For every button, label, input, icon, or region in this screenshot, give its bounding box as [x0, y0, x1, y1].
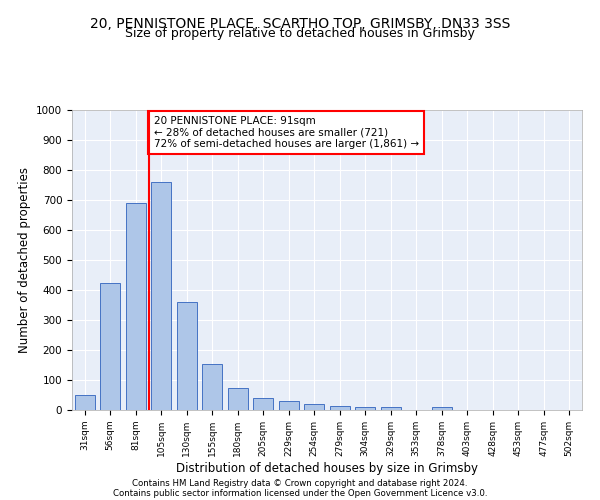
- Text: Contains public sector information licensed under the Open Government Licence v3: Contains public sector information licen…: [113, 488, 487, 498]
- Bar: [355, 407, 376, 410]
- Text: Size of property relative to detached houses in Grimsby: Size of property relative to detached ho…: [125, 28, 475, 40]
- Text: Contains HM Land Registry data © Crown copyright and database right 2024.: Contains HM Land Registry data © Crown c…: [132, 478, 468, 488]
- Bar: [253, 398, 274, 410]
- Bar: [125, 203, 146, 410]
- Text: 20 PENNISTONE PLACE: 91sqm
← 28% of detached houses are smaller (721)
72% of sem: 20 PENNISTONE PLACE: 91sqm ← 28% of deta…: [154, 116, 419, 149]
- Bar: [74, 395, 95, 410]
- Bar: [431, 407, 452, 410]
- Bar: [304, 404, 325, 410]
- Y-axis label: Number of detached properties: Number of detached properties: [17, 167, 31, 353]
- X-axis label: Distribution of detached houses by size in Grimsby: Distribution of detached houses by size …: [176, 462, 478, 474]
- Bar: [227, 388, 248, 410]
- Bar: [329, 406, 350, 410]
- Bar: [380, 407, 401, 410]
- Bar: [202, 364, 223, 410]
- Bar: [176, 302, 197, 410]
- Bar: [100, 282, 121, 410]
- Text: 20, PENNISTONE PLACE, SCARTHO TOP, GRIMSBY, DN33 3SS: 20, PENNISTONE PLACE, SCARTHO TOP, GRIMS…: [90, 18, 510, 32]
- Bar: [151, 182, 172, 410]
- Bar: [278, 401, 299, 410]
